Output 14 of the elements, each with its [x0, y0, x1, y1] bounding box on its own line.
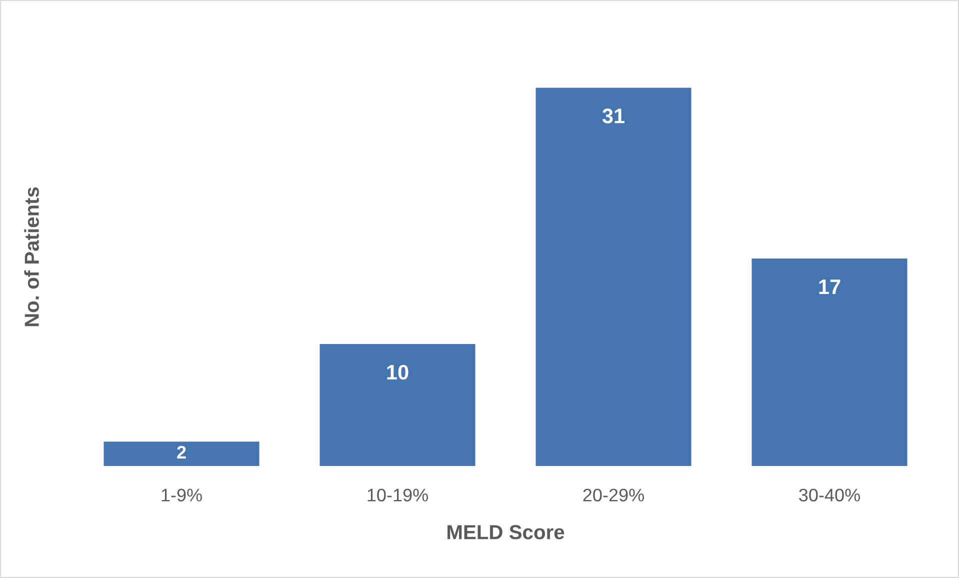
x-tick-label: 1-9% — [162, 488, 202, 502]
y-axis-title: No. of Patients — [24, 187, 39, 326]
data-label: 17 — [819, 280, 840, 294]
x-axis-title: MELD Score — [448, 525, 564, 540]
x-tick-label: 10-19% — [368, 488, 428, 502]
data-label: 10 — [387, 364, 408, 380]
bar — [104, 442, 260, 466]
data-label: 2 — [177, 446, 186, 458]
x-tick-label: 20-29% — [583, 488, 644, 502]
x-tick-label: 30-40% — [799, 488, 860, 502]
data-label: 31 — [602, 108, 625, 124]
bar — [752, 258, 908, 466]
bar — [536, 88, 692, 466]
bar — [320, 344, 476, 466]
